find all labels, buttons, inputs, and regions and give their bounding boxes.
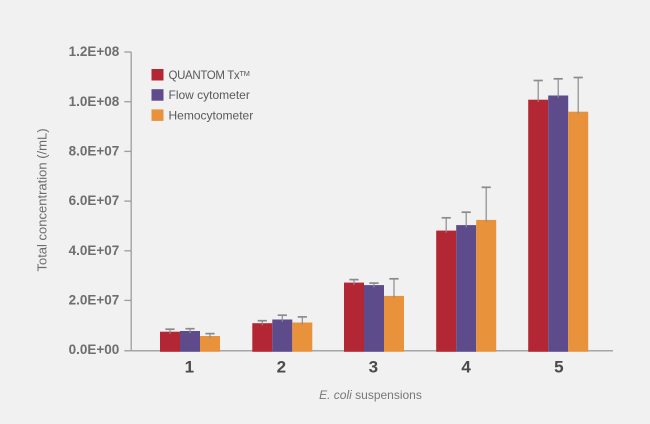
svg-text:1.0E+08: 1.0E+08: [69, 94, 120, 109]
svg-text:1: 1: [185, 357, 194, 376]
svg-text:E. coli suspensions: E. coli suspensions: [319, 388, 422, 402]
svg-text:Hemocytometer: Hemocytometer: [169, 108, 254, 122]
svg-text:4: 4: [461, 357, 471, 376]
svg-text:6.0E+07: 6.0E+07: [69, 193, 120, 208]
svg-text:5: 5: [554, 357, 563, 376]
svg-text:1.2E+08: 1.2E+08: [69, 44, 120, 59]
svg-text:Flow cytometer: Flow cytometer: [169, 88, 250, 102]
svg-text:2.0E+07: 2.0E+07: [69, 293, 120, 308]
svg-text:QUANTOM TxTM: QUANTOM TxTM: [169, 69, 250, 82]
svg-text:0.0E+00: 0.0E+00: [69, 342, 120, 357]
svg-text:4.0E+07: 4.0E+07: [69, 243, 120, 258]
svg-text:3: 3: [369, 357, 378, 376]
svg-text:8.0E+07: 8.0E+07: [69, 144, 120, 159]
svg-text:2: 2: [277, 357, 286, 376]
svg-text:Total concentration (/mL): Total concentration (/mL): [35, 128, 50, 271]
